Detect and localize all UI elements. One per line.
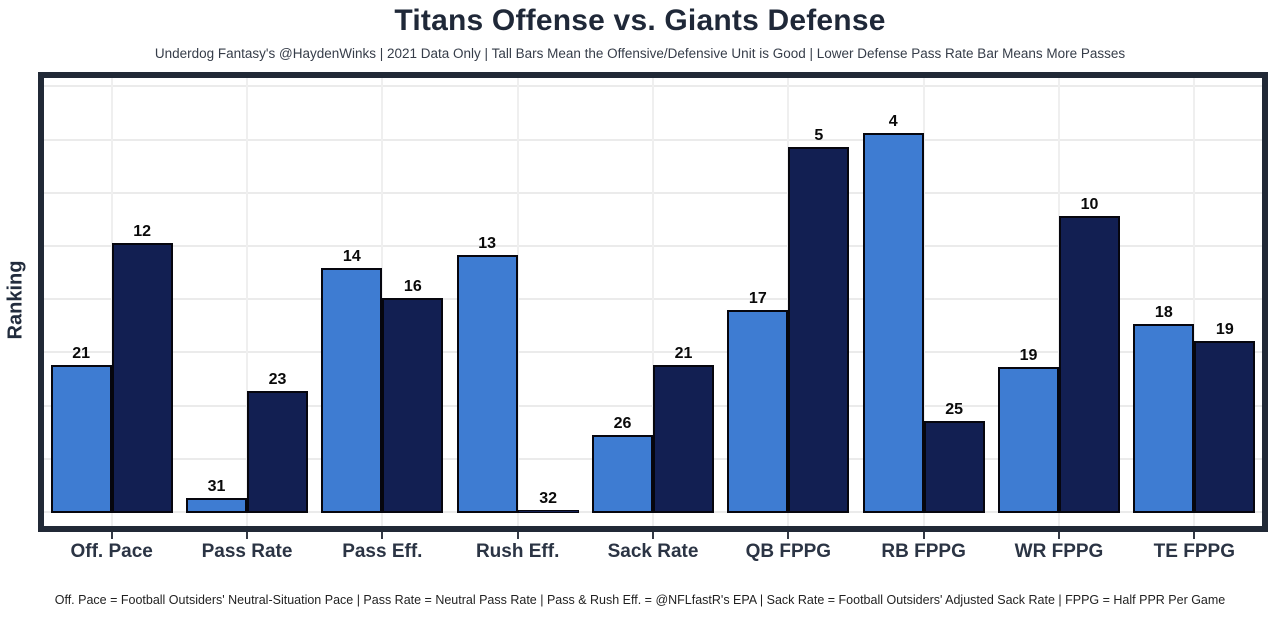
- chart-subtitle: Underdog Fantasy's @HaydenWinks | 2021 D…: [154, 46, 1126, 61]
- bar-value-label: 25: [945, 401, 964, 419]
- bar-value-label: 12: [133, 223, 152, 241]
- bar-value-label: 4: [888, 112, 898, 130]
- bar-value-label: 18: [1154, 304, 1173, 322]
- bar-value-label: 13: [478, 234, 497, 252]
- bar-value-label: 10: [1080, 196, 1099, 214]
- bar-offense: [50, 365, 112, 513]
- bar-defense: [517, 510, 579, 513]
- bar-value-label: 5: [814, 127, 824, 145]
- gridline-vertical: [922, 78, 925, 526]
- y-axis-title: Ranking: [4, 260, 27, 340]
- gridline-vertical: [516, 78, 519, 526]
- chart-footnote: Off. Pace = Football Outsiders' Neutral-…: [54, 593, 1226, 607]
- bar-value-label: 21: [674, 345, 693, 363]
- bar-offense: [456, 254, 518, 513]
- gridline-vertical: [246, 78, 248, 526]
- bar-defense: [111, 243, 173, 513]
- x-category-label: TE FPPG: [1153, 541, 1235, 562]
- x-axis-tick: [381, 532, 384, 539]
- x-axis-tick: [922, 532, 925, 539]
- bar-offense: [592, 434, 653, 513]
- bar-defense: [1059, 216, 1120, 513]
- x-axis-labels: Off. Pace Pass Rate Pass Eff. Rush Eff. Sack…: [44, 541, 1262, 567]
- bar-offense: [998, 366, 1059, 513]
- x-category-label: WR FPPG: [1014, 541, 1104, 562]
- bar-offense: [321, 268, 383, 513]
- x-axis-tick: [652, 532, 654, 539]
- bar-value-label: 19: [1215, 321, 1234, 339]
- x-category-label: Sack Rate: [607, 541, 699, 562]
- bar-offense: [186, 498, 247, 513]
- plot-inner: 21 31 14 13 26 17 4 19 18 12 23 16 32 21 5 25 10 19: [44, 78, 1262, 526]
- x-axis-tick: [1193, 532, 1196, 539]
- x-category-label: RB FPPG: [881, 541, 966, 562]
- x-category-label: Pass Eff.: [342, 541, 423, 562]
- gridline-vertical: [652, 78, 654, 526]
- bar-value-label: 32: [539, 490, 558, 507]
- x-axis-tick: [246, 532, 248, 539]
- chart-title: Titans Offense vs. Giants Defense: [394, 4, 886, 37]
- x-axis-tick: [110, 532, 113, 539]
- x-category-label: Pass Rate: [201, 541, 293, 562]
- x-category-label: Off. Pace: [70, 541, 153, 562]
- bar-offense: [1133, 324, 1195, 513]
- x-axis-tick: [787, 532, 790, 539]
- bar-defense: [653, 365, 714, 513]
- bar-value-label: 17: [748, 289, 767, 307]
- x-axis: [44, 532, 1262, 541]
- bar-value-label: 21: [72, 345, 91, 363]
- bar-defense: [1194, 341, 1256, 513]
- x-axis-tick: [516, 532, 519, 539]
- bar-defense: [382, 297, 444, 513]
- bar-defense: [247, 390, 308, 513]
- gridline-vertical: [1193, 78, 1196, 526]
- x-category-label: QB FPPG: [745, 541, 832, 562]
- bar-offense: [727, 309, 789, 513]
- bar-defense: [923, 421, 985, 513]
- bar-offense: [862, 132, 924, 513]
- x-category-label: Rush Eff.: [475, 541, 560, 562]
- bar-value-label: 23: [268, 370, 287, 388]
- bar-value-label: 14: [342, 248, 361, 266]
- bar-value-label: 16: [403, 277, 422, 295]
- bar-value-label: 31: [207, 478, 226, 496]
- x-axis-tick: [1058, 532, 1060, 539]
- plot-area: 21 31 14 13 26 17 4 19 18 12 23 16 32 21 5 25 10 19: [38, 72, 1268, 532]
- bar-value-label: 19: [1019, 346, 1038, 364]
- bar-defense: [788, 147, 850, 513]
- bar-value-label: 26: [613, 414, 632, 432]
